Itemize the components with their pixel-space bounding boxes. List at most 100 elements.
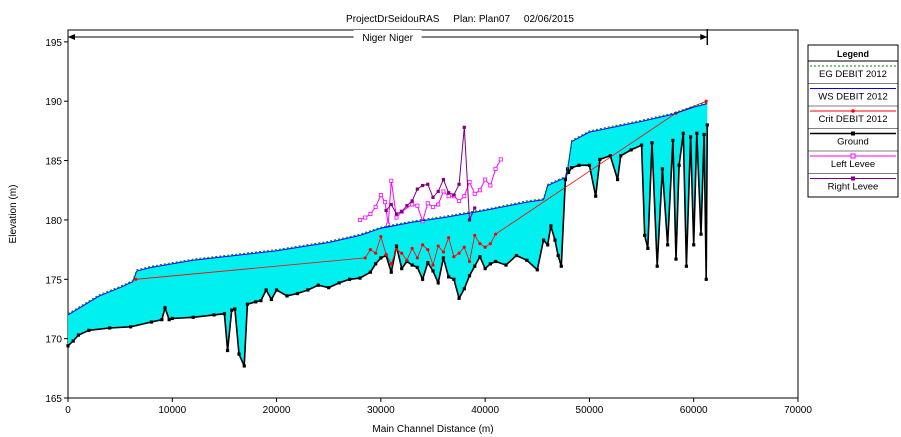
data-point [457, 251, 461, 255]
data-point [704, 277, 708, 281]
data-point [655, 264, 659, 268]
plot-area: Niger Niger [66, 29, 799, 399]
data-point [525, 258, 529, 262]
data-point [452, 277, 456, 281]
data-point [646, 246, 650, 251]
legend-entry-crit-debit-2012: Crit DEBIT 2012 [808, 109, 898, 129]
data-point [666, 243, 670, 247]
data-point [400, 210, 404, 214]
legend-swatch-marker [851, 109, 855, 113]
series-ws-debit-2012 [67, 103, 708, 316]
x-tick-label: 60000 [680, 405, 708, 416]
y-tick-label: 195 [45, 38, 62, 49]
legend-swatch-marker [850, 153, 856, 159]
data-point [191, 315, 195, 319]
data-point [225, 348, 230, 353]
data-point [264, 288, 268, 292]
data-point [467, 179, 472, 184]
data-point [378, 193, 383, 198]
data-point [681, 131, 685, 135]
data-point [457, 296, 461, 300]
data-point [467, 218, 472, 222]
data-point [379, 234, 383, 239]
data-point [514, 253, 519, 258]
data-point [163, 306, 167, 310]
legend-label: Right Levee [828, 182, 879, 193]
data-point [493, 166, 498, 171]
data-point [386, 222, 391, 227]
data-point [498, 157, 503, 162]
data-point [447, 191, 451, 195]
data-point [553, 238, 557, 242]
data-point [699, 232, 703, 236]
data-point [410, 246, 414, 251]
data-point [629, 148, 633, 152]
data-point [671, 138, 675, 142]
legend-swatch-marker [851, 176, 855, 181]
data-point [488, 262, 492, 266]
legend-label: Ground [837, 137, 869, 148]
data-point [436, 202, 441, 207]
y-tick-label: 175 [45, 275, 62, 286]
data-point [415, 203, 420, 208]
data-point [337, 281, 341, 285]
data-point [368, 248, 373, 252]
data-point [368, 270, 373, 274]
data-point [446, 194, 451, 199]
data-point [431, 195, 435, 199]
x-tick-label: 40000 [471, 405, 499, 416]
data-point [643, 233, 647, 237]
data-point [462, 287, 466, 291]
data-point [472, 191, 477, 196]
data-point [426, 261, 430, 265]
data-point [483, 245, 487, 249]
x-axis: 0 10000 20000 30000 40000 50000 60000 70000 [65, 398, 812, 416]
legend-frame [807, 44, 899, 198]
data-point [577, 163, 581, 167]
data-point [535, 268, 539, 272]
data-point [566, 170, 571, 175]
data-point [237, 352, 241, 356]
data-point [394, 215, 399, 220]
data-point [462, 194, 467, 199]
data-point [660, 167, 665, 171]
water-fill-layer [68, 103, 708, 366]
data-point [420, 183, 425, 188]
legend-entry-right-levee: Right Levee [810, 176, 896, 193]
data-point [478, 242, 482, 246]
data-point [430, 204, 435, 209]
data-point [347, 277, 352, 281]
data-point [269, 297, 273, 302]
data-point [394, 212, 399, 216]
x-tick-label: 30000 [367, 405, 395, 416]
data-point [477, 188, 482, 193]
data-point [650, 141, 654, 145]
data-point [327, 286, 331, 290]
data-point [410, 263, 414, 267]
data-point [285, 294, 289, 298]
data-point [704, 99, 708, 103]
data-point [389, 178, 394, 183]
data-point [212, 313, 216, 317]
data-point [363, 256, 367, 260]
legend-title: Legend [837, 49, 869, 59]
data-point [705, 123, 709, 127]
data-point [415, 187, 419, 191]
y-tick-label: 190 [45, 97, 62, 108]
reach-indicator: Niger Niger [68, 29, 708, 45]
data-point [702, 132, 706, 137]
data-point [389, 202, 393, 207]
data-point [410, 199, 414, 203]
data-point [415, 265, 419, 270]
data-point [462, 125, 466, 129]
data-point [549, 224, 553, 228]
data-point [233, 307, 237, 311]
data-point [108, 326, 112, 330]
data-point [71, 339, 75, 343]
y-tick-label: 180 [45, 216, 62, 227]
reach-arrow-left-head [68, 34, 75, 40]
data-point [695, 131, 699, 135]
data-point [452, 255, 456, 259]
water-fill-area [68, 103, 708, 366]
